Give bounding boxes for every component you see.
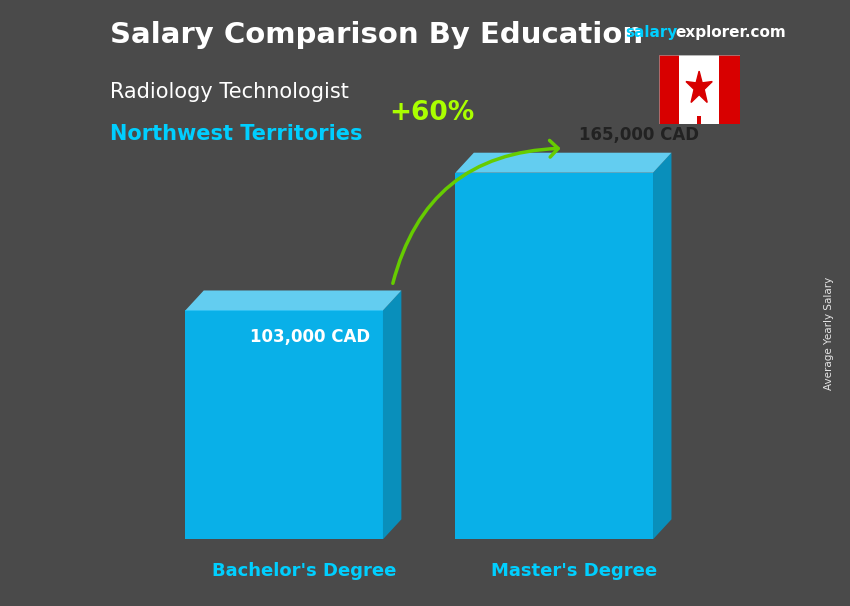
Text: Radiology Technologist: Radiology Technologist [110,82,349,102]
Text: Bachelor's Degree: Bachelor's Degree [212,562,396,579]
Polygon shape [659,55,740,124]
Polygon shape [653,153,672,539]
Polygon shape [719,55,740,124]
Polygon shape [659,55,679,124]
Polygon shape [185,290,401,310]
Polygon shape [456,153,672,173]
Polygon shape [686,71,712,102]
Polygon shape [185,310,382,539]
Text: 103,000 CAD: 103,000 CAD [251,328,371,346]
Text: Salary Comparison By Education: Salary Comparison By Education [110,21,643,49]
Text: Master's Degree: Master's Degree [491,562,657,579]
Text: Northwest Territories: Northwest Territories [110,124,363,144]
Polygon shape [697,116,701,124]
Polygon shape [456,173,653,539]
Text: explorer.com: explorer.com [676,25,786,41]
Text: salary: salary [625,25,677,41]
Text: +60%: +60% [389,100,475,125]
Text: Average Yearly Salary: Average Yearly Salary [824,277,834,390]
Text: 165,000 CAD: 165,000 CAD [579,126,699,144]
Polygon shape [382,290,401,539]
